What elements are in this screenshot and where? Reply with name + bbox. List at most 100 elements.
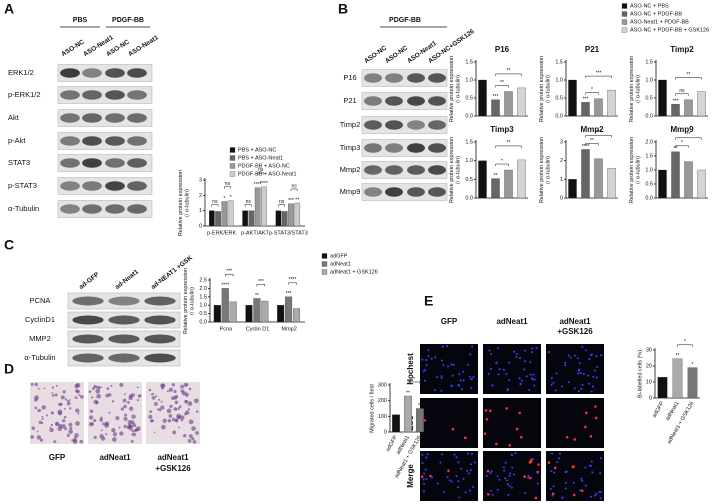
nucleus	[552, 381, 555, 384]
cell	[162, 418, 167, 423]
nucleus	[505, 479, 508, 482]
cell	[69, 399, 71, 401]
blot-strip	[57, 64, 153, 82]
band	[144, 296, 176, 306]
significance-label: **	[500, 80, 504, 86]
y-tick-label: 2.0	[645, 139, 653, 145]
nucleus	[460, 388, 463, 391]
nucleus	[490, 368, 493, 371]
cell	[154, 402, 158, 406]
bar	[215, 211, 221, 227]
y-tick-label: 1.0	[199, 303, 207, 309]
significance-bracket	[675, 93, 689, 96]
bar	[657, 377, 668, 399]
cell	[123, 424, 127, 429]
nucleus	[467, 452, 470, 455]
significance-label: *	[692, 362, 694, 368]
band	[385, 143, 403, 153]
y-tick-label: 0.0	[465, 195, 473, 201]
cell	[91, 422, 95, 426]
cell	[169, 404, 173, 409]
cell	[45, 414, 49, 417]
bar	[281, 211, 288, 227]
cell	[100, 386, 103, 389]
cell	[51, 394, 55, 397]
y-axis-label: Relative protein expression	[539, 137, 545, 203]
bar	[275, 210, 282, 227]
nucleus	[490, 470, 493, 473]
legend-swatch	[621, 11, 628, 17]
edu-nucleus	[420, 475, 424, 478]
nucleus	[467, 363, 470, 366]
micrograph	[420, 451, 478, 501]
significance-bracket	[675, 145, 689, 148]
cell	[136, 398, 139, 402]
nucleus	[508, 474, 511, 477]
band	[127, 90, 147, 100]
x-tick-label: adGFP	[652, 400, 666, 418]
cell	[191, 437, 195, 441]
band	[144, 334, 176, 344]
nucleus	[466, 469, 469, 472]
cell	[100, 436, 106, 441]
nucleus	[536, 471, 539, 474]
significance-label: ***	[286, 291, 292, 297]
y-tick-label: 0	[199, 223, 202, 229]
cell	[188, 387, 192, 391]
significance-label: ***	[673, 98, 679, 104]
cell	[168, 414, 173, 418]
cell	[134, 429, 137, 432]
cell	[64, 427, 68, 431]
significance-label: ns	[279, 199, 285, 205]
cell	[30, 435, 34, 439]
y-axis-label: Relative protein expression	[449, 137, 455, 203]
blot-strip	[57, 177, 153, 195]
nucleus	[452, 363, 455, 366]
y-tick-label: 0.5	[645, 181, 653, 187]
edu-nucleus	[485, 418, 489, 421]
cell	[130, 433, 133, 436]
y-axis-label: (/ α-tubulin)	[184, 189, 190, 217]
y-tick-label: 1.5	[465, 59, 473, 65]
nucleus	[425, 363, 428, 366]
cell	[149, 410, 153, 414]
cell	[158, 398, 161, 401]
band	[364, 73, 382, 83]
y-axis-label: Relative protein expression	[449, 56, 455, 122]
significance-bracket	[290, 188, 298, 191]
band	[82, 113, 102, 123]
nucleus	[470, 387, 473, 390]
cell	[195, 431, 199, 435]
cell	[75, 408, 80, 413]
nucleus	[513, 350, 516, 353]
nucleus	[584, 484, 587, 487]
significance-bracket	[257, 172, 265, 175]
cell	[95, 386, 98, 388]
nucleus	[508, 361, 511, 364]
edu-nucleus	[529, 476, 532, 480]
y-axis-label: (/ α-tubulin)	[455, 75, 461, 103]
nucleus	[596, 365, 599, 368]
nucleus	[490, 352, 493, 355]
bar	[607, 89, 616, 117]
nucleus	[579, 489, 582, 492]
bar	[294, 202, 301, 227]
cell	[76, 389, 80, 394]
significance-label: *	[501, 158, 503, 164]
y-axis-label: Relative protein expression	[629, 137, 635, 203]
band	[127, 113, 147, 123]
nucleus	[498, 368, 501, 371]
bar	[221, 288, 229, 323]
bar	[687, 367, 698, 399]
nucleus	[523, 360, 526, 363]
band	[60, 181, 80, 191]
y-tick-label: 20	[646, 363, 652, 369]
significance-label: ***	[258, 279, 264, 285]
y-tick-label: 2.5	[199, 277, 207, 283]
blot-strip	[361, 116, 448, 134]
cell	[179, 415, 185, 421]
cell	[41, 417, 44, 421]
cell	[187, 408, 191, 411]
y-tick-label: 300	[378, 382, 387, 388]
cell	[60, 395, 65, 400]
